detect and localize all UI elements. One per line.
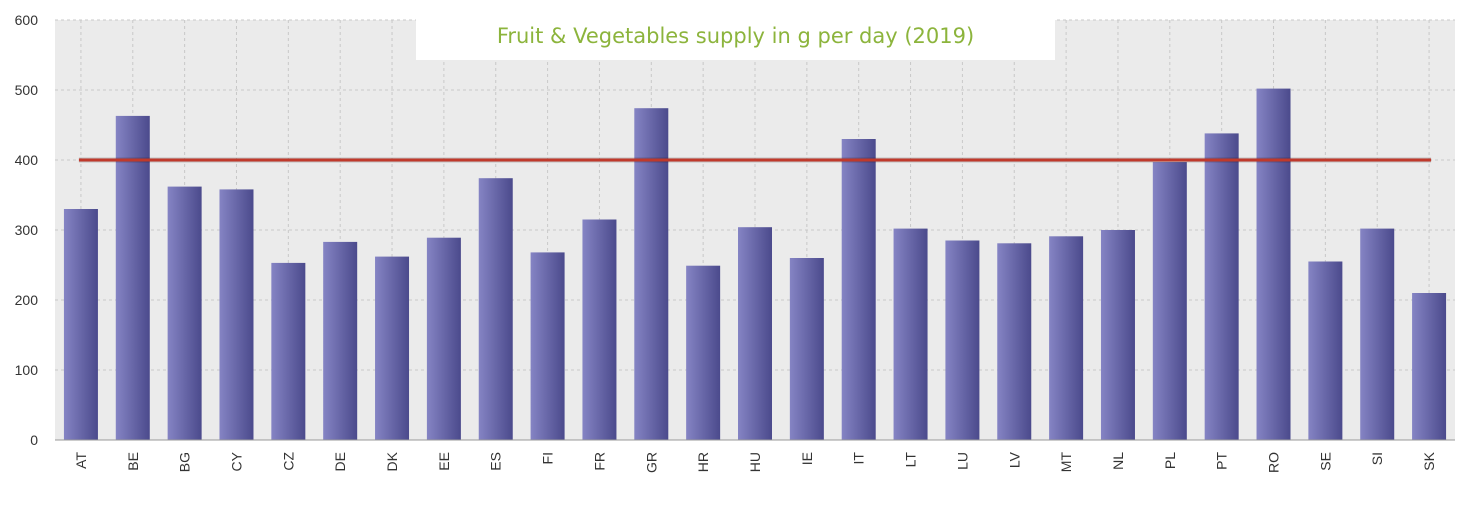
x-tick-label: SI xyxy=(1369,452,1385,465)
y-tick-label: 300 xyxy=(15,222,39,238)
y-tick-label: 400 xyxy=(15,152,39,168)
bar-hr xyxy=(686,265,721,440)
x-tick-label: LV xyxy=(1006,451,1022,468)
bar-ro xyxy=(1256,88,1291,440)
bar-cy xyxy=(219,189,254,440)
bar-si xyxy=(1360,228,1395,440)
bar-ee xyxy=(426,237,461,440)
bar-de xyxy=(323,241,358,440)
bar-se xyxy=(1308,261,1343,440)
bar-dk xyxy=(375,256,410,440)
bar-nl xyxy=(1100,230,1135,440)
x-tick-labels: AT BE BG CY CZ DE DK EE ES FI FR GR HR HU IE IT LT LU LV MT… xyxy=(73,451,1437,473)
bar-at xyxy=(63,209,98,440)
x-tick-label: RO xyxy=(1266,452,1282,473)
x-tick-label: HU xyxy=(747,452,763,472)
chart-title-box: Fruit & Vegetables supply in g per day (… xyxy=(416,12,1055,60)
x-tick-label: FI xyxy=(540,452,556,464)
x-tick-label: DK xyxy=(384,451,400,471)
x-tick-label: CZ xyxy=(280,452,296,471)
bar-fi xyxy=(530,252,565,440)
bar-fr xyxy=(582,219,617,440)
bar-lv xyxy=(997,243,1032,440)
y-tick-label: 500 xyxy=(15,82,39,98)
x-tick-label: SE xyxy=(1317,452,1333,471)
x-tick-label: DE xyxy=(332,452,348,471)
y-tick-labels: 0 100 200 300 400 500 600 xyxy=(15,12,39,448)
x-tick-label: EE xyxy=(436,452,452,471)
y-tick-label: 100 xyxy=(15,362,39,378)
x-tick-label: SK xyxy=(1421,451,1437,470)
x-tick-label: PL xyxy=(1162,452,1178,469)
x-tick-label: BE xyxy=(125,452,141,471)
y-tick-label: 0 xyxy=(30,432,38,448)
x-tick-label: IT xyxy=(851,452,867,465)
x-tick-label: MT xyxy=(1058,452,1074,473)
bar-es xyxy=(478,178,513,440)
bar-pl xyxy=(1152,162,1187,440)
x-tick-label: LT xyxy=(903,452,919,468)
x-tick-label: BG xyxy=(177,452,193,472)
x-tick-label: NL xyxy=(1110,452,1126,470)
x-tick-label: AT xyxy=(73,452,89,469)
bar-pt xyxy=(1204,133,1239,440)
y-tick-label: 200 xyxy=(15,292,39,308)
bar-lt xyxy=(893,228,928,440)
bar-it xyxy=(841,139,876,440)
bar-mt xyxy=(1049,236,1084,440)
bar-ie xyxy=(789,258,824,440)
bar-gr xyxy=(634,108,669,440)
bars xyxy=(63,88,1447,441)
x-tick-label: GR xyxy=(643,452,659,473)
x-tick-label: HR xyxy=(695,452,711,472)
x-tick-label: PT xyxy=(1214,452,1230,470)
bar-cz xyxy=(271,262,306,440)
bar-be xyxy=(115,115,150,441)
bar-lu xyxy=(945,240,980,440)
y-tick-label: 600 xyxy=(15,12,39,28)
chart-title: Fruit & Vegetables supply in g per day (… xyxy=(496,24,975,48)
bar-sk xyxy=(1412,293,1447,440)
x-tick-label: ES xyxy=(488,452,504,471)
x-tick-label: FR xyxy=(591,452,607,471)
bar-hu xyxy=(738,227,772,440)
x-tick-label: LU xyxy=(954,452,970,470)
bar-bg xyxy=(167,186,202,440)
x-tick-label: CY xyxy=(228,451,244,471)
x-tick-label: IE xyxy=(799,452,815,465)
